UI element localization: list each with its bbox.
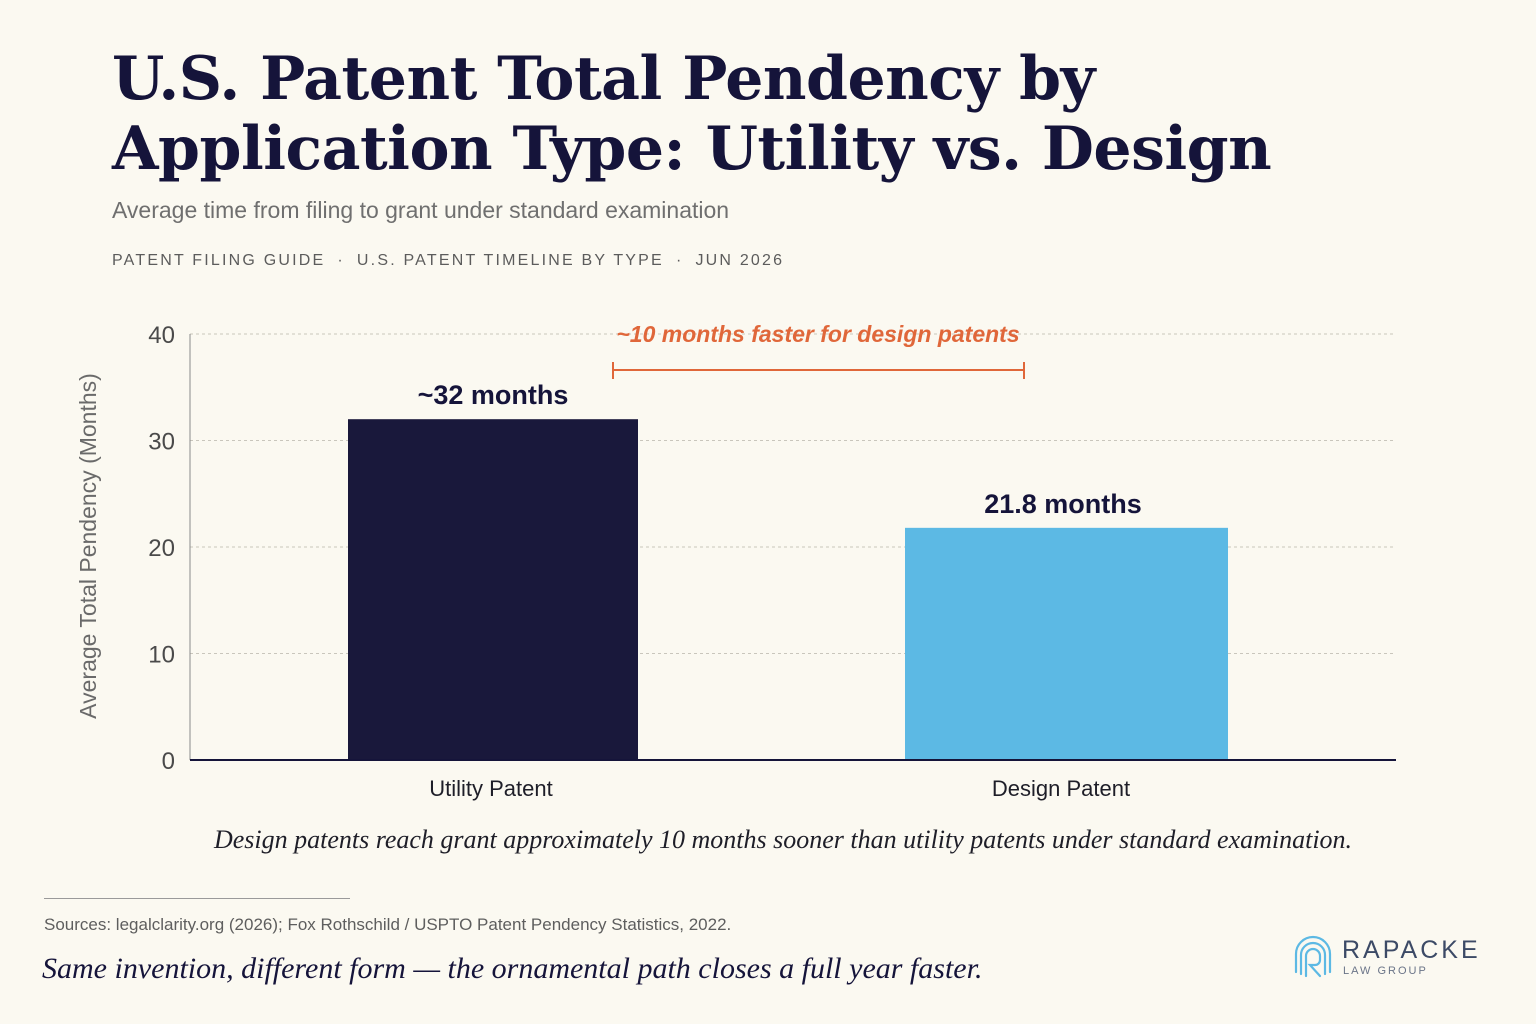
y-tick-label: 30 bbox=[148, 429, 175, 456]
y-tick-label: 10 bbox=[148, 642, 175, 669]
chart-caption: Design patents reach grant approximately… bbox=[213, 825, 1353, 854]
chart-subtitle: Average time from filing to grant under … bbox=[112, 197, 730, 223]
brand-logo: RAPACKE LAW GROUP bbox=[1290, 934, 1490, 986]
meta-line: PATENT FILING GUIDE · U.S. PATENT TIMELINE… bbox=[112, 252, 784, 270]
annotation-text: ~10 months faster for design patents bbox=[616, 321, 1019, 347]
bar-utility bbox=[348, 419, 638, 760]
meta-separator: · bbox=[675, 252, 684, 269]
x-tick-label: Design Patent bbox=[992, 776, 1130, 801]
footer-divider bbox=[44, 898, 350, 899]
y-tick-label: 0 bbox=[162, 748, 175, 775]
fingerprint-r-icon bbox=[1294, 935, 1332, 978]
y-tick-label: 40 bbox=[148, 322, 175, 349]
bar-value-label: 21.8 months bbox=[984, 489, 1142, 519]
meta-separator: · bbox=[337, 252, 345, 269]
x-tick-label: Utility Patent bbox=[429, 776, 553, 801]
meta-series: U.S. PATENT TIMELINE BY TYPE bbox=[356, 252, 664, 269]
meta-date: JUN 2026 bbox=[695, 252, 785, 269]
tagline: Same invention, different form — the orn… bbox=[42, 952, 983, 985]
y-axis-label: Average Total Pendency (Months) bbox=[75, 373, 101, 719]
sources-note: Sources: legalclarity.org (2026); Fox Ro… bbox=[44, 915, 732, 934]
logo-subtitle: LAW GROUP bbox=[1343, 965, 1428, 977]
bar-design bbox=[905, 527, 1228, 760]
chart-title: U.S. Patent Total Pendency by Applicatio… bbox=[112, 44, 1272, 184]
y-tick-label: 20 bbox=[148, 535, 175, 562]
meta-publication: PATENT FILING GUIDE bbox=[112, 252, 326, 269]
bar-value-label: ~32 months bbox=[418, 380, 569, 410]
logo-name: RAPACKE bbox=[1342, 936, 1481, 964]
